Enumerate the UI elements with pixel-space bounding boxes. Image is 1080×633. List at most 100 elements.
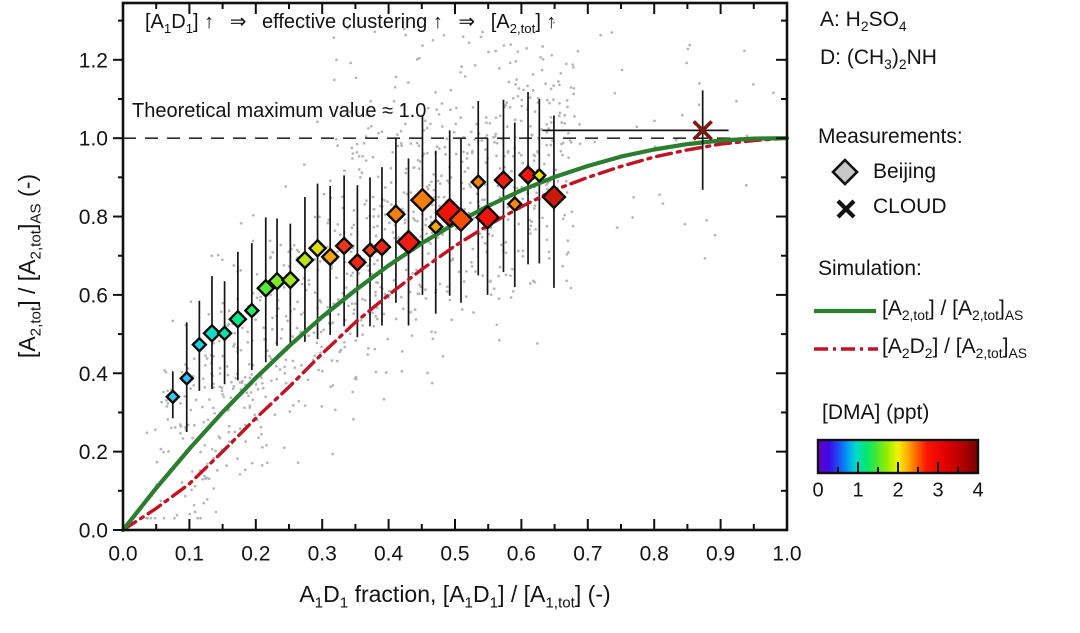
scatter-point xyxy=(403,122,407,126)
scatter-point xyxy=(344,286,348,289)
scatter-point xyxy=(449,108,452,112)
scatter-point xyxy=(509,43,513,46)
scatter-point xyxy=(406,81,410,84)
scatter-point xyxy=(567,251,570,254)
legend-sim-red-label: [A2D2] / [A2,tot]AS xyxy=(882,335,1027,362)
scatter-point xyxy=(383,213,387,216)
scatter-point xyxy=(330,359,334,362)
scatter-point xyxy=(248,376,252,380)
scatter-point xyxy=(329,385,332,389)
scatter-point xyxy=(316,120,319,124)
scatter-point xyxy=(389,181,393,184)
scatter-point xyxy=(251,239,255,243)
scatter-point xyxy=(415,141,419,145)
scatter-point xyxy=(549,87,553,91)
scatter-point xyxy=(396,144,400,148)
beijing-diamond xyxy=(243,302,261,319)
scatter-point xyxy=(497,297,501,301)
scatter-point xyxy=(357,154,361,158)
scatter-point xyxy=(343,169,346,173)
scatter-point xyxy=(384,371,388,374)
scatter-point xyxy=(238,472,242,476)
scatter-point xyxy=(508,61,512,65)
x-tick-label: 0.8 xyxy=(640,542,669,565)
scatter-point xyxy=(480,235,484,239)
scatter-point xyxy=(552,21,556,24)
scatter-point xyxy=(418,160,422,163)
scatter-point xyxy=(279,243,283,247)
scatter-point xyxy=(183,494,187,498)
x-tick-label: 0.7 xyxy=(573,542,602,565)
scatter-point xyxy=(400,370,404,373)
scatter-point xyxy=(204,354,207,358)
scatter-point xyxy=(376,224,379,228)
y-tick-label: 1.2 xyxy=(79,49,108,72)
scatter-point xyxy=(212,382,215,386)
scatter-point xyxy=(159,447,163,451)
beijing-diamond xyxy=(506,195,523,213)
x-tick-label: 1.0 xyxy=(772,542,801,565)
scatter-point xyxy=(419,235,423,239)
legend-species-a: A: H2SO4 xyxy=(820,8,907,35)
scatter-point xyxy=(286,319,289,323)
scatter-point xyxy=(221,354,225,358)
scatter-point xyxy=(437,147,441,150)
beijing-diamond xyxy=(334,236,354,256)
y-tick-label: 0.6 xyxy=(79,284,108,307)
scatter-point xyxy=(191,436,194,440)
scatter-point xyxy=(545,224,549,228)
scatter-point xyxy=(416,158,420,162)
scatter-point xyxy=(402,191,406,194)
scatter-point xyxy=(365,199,368,202)
scatter-point xyxy=(361,155,364,158)
scatter-point xyxy=(292,243,296,247)
scatter-point xyxy=(415,58,419,61)
scatter-point xyxy=(202,501,205,505)
scatter-point xyxy=(336,250,339,253)
scatter-point xyxy=(293,366,297,369)
scatter-point xyxy=(565,99,569,102)
scatter-point xyxy=(558,102,561,105)
scatter-point xyxy=(491,234,494,238)
scatter-point xyxy=(365,113,368,117)
scatter-point xyxy=(382,312,386,316)
scatter-point xyxy=(547,127,551,130)
scatter-point xyxy=(401,307,405,311)
scatter-point xyxy=(550,139,554,142)
scatter-point xyxy=(203,386,207,389)
scatter-point xyxy=(528,96,532,99)
scatter-point xyxy=(400,103,404,107)
scatter-point xyxy=(424,288,427,291)
scatter-point xyxy=(533,204,537,208)
scatter-point xyxy=(146,516,150,520)
scatter-point xyxy=(205,498,209,501)
scatter-point xyxy=(487,50,490,54)
scatter-point xyxy=(248,406,252,409)
beijing-diamond xyxy=(191,336,208,353)
scatter-point xyxy=(274,364,278,368)
scatter-point xyxy=(335,276,338,280)
scatter-point xyxy=(751,82,755,86)
beijing-diamond xyxy=(434,197,465,228)
scatter-point xyxy=(350,302,354,305)
scatter-point xyxy=(542,162,546,166)
scatter-point xyxy=(440,174,443,178)
scatter-point xyxy=(221,301,225,305)
scatter-point xyxy=(240,379,244,383)
scatter-point xyxy=(288,410,292,413)
scatter-point xyxy=(233,331,237,335)
scatter-point xyxy=(295,326,299,330)
scatter-point xyxy=(160,400,163,404)
scatter-point xyxy=(287,250,291,253)
scatter-point xyxy=(561,141,565,145)
scatter-point xyxy=(772,91,775,95)
scatter-point xyxy=(343,340,346,344)
scatter-point xyxy=(452,131,456,134)
scatter-point xyxy=(251,398,255,402)
scatter-point xyxy=(481,274,485,277)
scatter-point xyxy=(440,125,444,128)
scatter-point xyxy=(429,242,433,245)
scatter-point xyxy=(532,159,536,163)
scatter-point xyxy=(300,364,303,367)
scatter-point xyxy=(192,503,196,507)
